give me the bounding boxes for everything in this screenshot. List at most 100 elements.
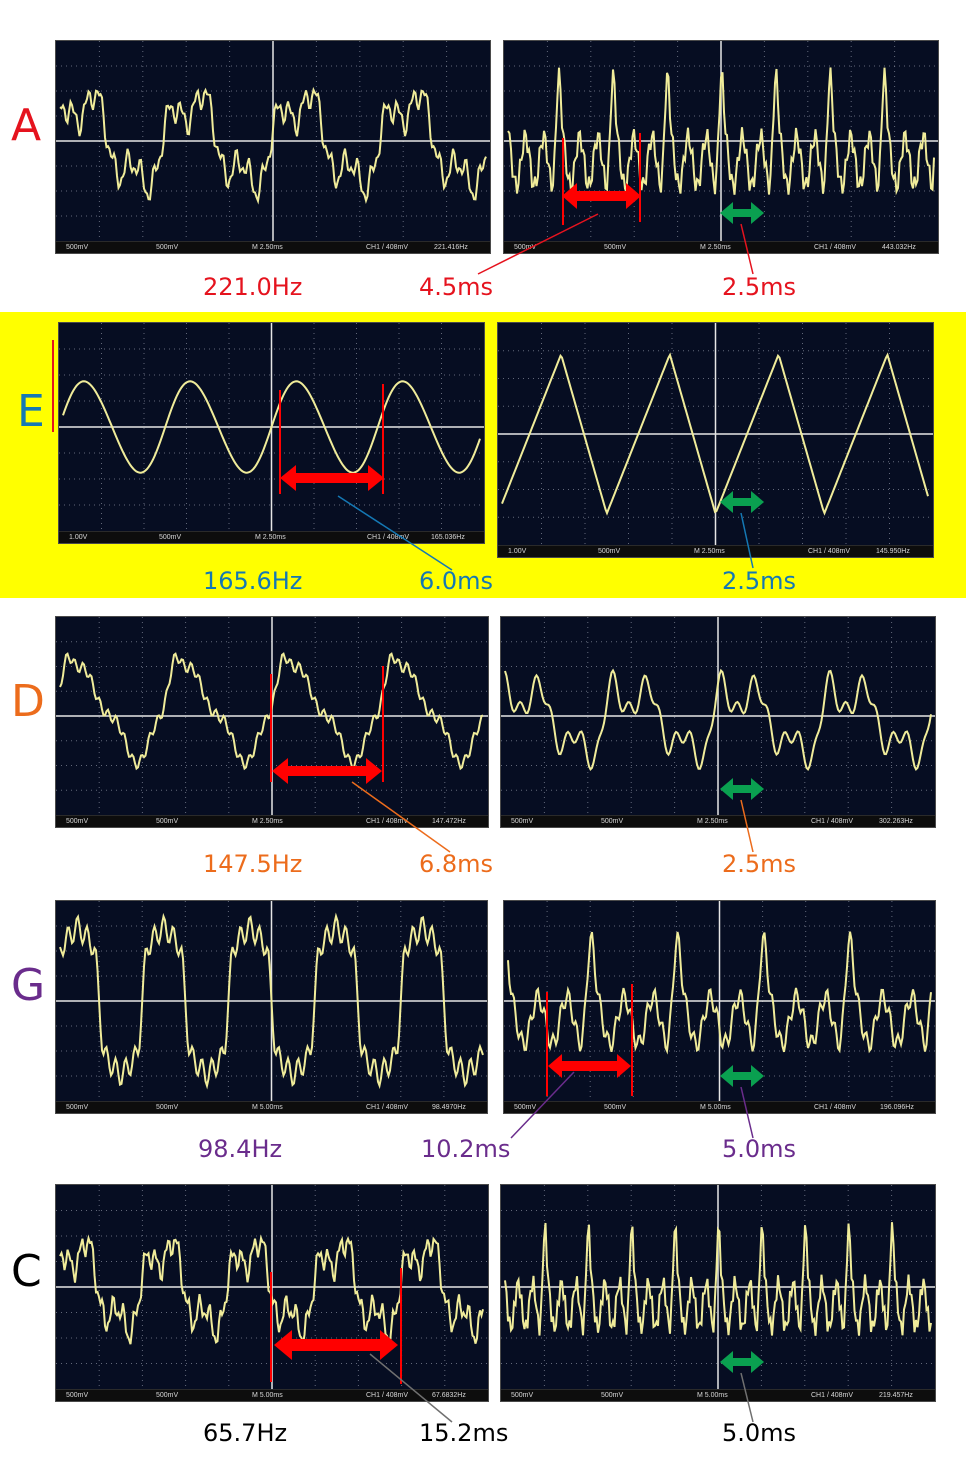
status-bar: 500mV 500mV M 5.00ms CH1 / 408mV 98.4970… <box>56 1101 487 1113</box>
scope-axes <box>504 901 935 1101</box>
status-trigger: CH1 / 408mV <box>811 818 854 825</box>
status-ch1: 1.00V <box>508 548 527 555</box>
status-trigger: CH1 / 408mV <box>366 244 409 251</box>
scope-right: 500mV 500mV M 2.50ms CH1 / 408mV 443.032… <box>503 40 939 254</box>
status-timebase: M 2.50ms <box>252 244 283 251</box>
status-bar: 1.00V 500mV M 2.50ms CH1 / 408mV 145.950… <box>498 545 933 557</box>
waveform-left <box>56 41 490 241</box>
status-trigger: CH1 / 408mV <box>366 1392 409 1399</box>
scope-right: 500mV 500mV M 5.00ms CH1 / 408mV 219.457… <box>500 1184 936 1402</box>
reference-label: 5.0ms <box>722 1135 797 1163</box>
row-c: C 500mV 500mV M 5.00ms CH1 / 408mV 67.68… <box>0 1170 966 1469</box>
waveform-right <box>501 617 935 815</box>
status-ch2: 500mV <box>159 534 182 541</box>
status-timebase: M 2.50ms <box>255 534 286 541</box>
period-label: 6.0ms <box>419 567 494 595</box>
period-label: 6.8ms <box>419 850 494 878</box>
status-ch1: 500mV <box>66 1392 89 1399</box>
status-ch2: 500mV <box>156 1392 179 1399</box>
status-ch2: 500mV <box>156 818 179 825</box>
status-bar: 500mV 500mV M 2.50ms CH1 / 408mV 147.472… <box>56 815 488 827</box>
waveform-right <box>501 1185 935 1389</box>
status-ch1: 500mV <box>514 244 537 251</box>
signal-trace <box>504 668 932 771</box>
status-timebase: M 2.50ms <box>700 244 731 251</box>
status-timebase: M 5.00ms <box>700 1104 731 1111</box>
status-frequency: 67.6832Hz <box>432 1392 466 1399</box>
reference-label: 2.5ms <box>722 850 797 878</box>
status-timebase: M 5.00ms <box>252 1104 283 1111</box>
status-ch2: 500mV <box>156 244 179 251</box>
scope-left: 1.00V 500mV M 2.50ms CH1 / 408mV 165.036… <box>58 322 485 544</box>
status-frequency: 145.950Hz <box>876 548 910 555</box>
note-letter: G <box>11 960 46 1011</box>
status-ch2: 500mV <box>156 1104 179 1111</box>
status-ch1: 500mV <box>511 1392 534 1399</box>
scope-right: 500mV 500mV M 2.50ms CH1 / 408mV 302.263… <box>500 616 936 828</box>
status-frequency: 98.4970Hz <box>432 1104 466 1111</box>
status-trigger: CH1 / 408mV <box>814 244 857 251</box>
frequency-label: 147.5Hz <box>203 850 303 878</box>
status-trigger: CH1 / 408mV <box>367 534 410 541</box>
frequency-label: 221.0Hz <box>203 273 303 301</box>
signal-trace <box>59 86 487 205</box>
signal-trace <box>59 912 484 1090</box>
scope-axes <box>504 41 938 241</box>
status-ch1: 500mV <box>514 1104 537 1111</box>
status-frequency: 219.457Hz <box>879 1392 913 1399</box>
period-label: 10.2ms <box>421 1135 511 1163</box>
frequency-label: 98.4Hz <box>198 1135 283 1163</box>
accent-line <box>52 340 54 432</box>
waveform-right <box>498 323 933 545</box>
scope-right: 500mV 500mV M 5.00ms CH1 / 408mV 196.096… <box>503 900 936 1114</box>
status-bar: 500mV 500mV M 2.50ms CH1 / 408mV 302.263… <box>501 815 935 827</box>
period-label: 4.5ms <box>419 273 494 301</box>
status-ch1: 500mV <box>66 1104 89 1111</box>
status-bar: 500mV 500mV M 5.00ms CH1 / 408mV 196.096… <box>504 1101 935 1113</box>
note-letter: E <box>17 386 45 437</box>
status-trigger: CH1 / 408mV <box>811 1392 854 1399</box>
status-ch2: 500mV <box>604 1104 627 1111</box>
row-e: E 1.00V 500mV M 2.50ms CH1 / 408mV 165.0… <box>0 312 966 598</box>
signal-trace <box>504 1222 932 1336</box>
waveform-right <box>504 901 935 1101</box>
status-ch2: 500mV <box>598 548 621 555</box>
status-frequency: 196.096Hz <box>880 1104 914 1111</box>
status-ch1: 500mV <box>511 818 534 825</box>
status-frequency: 443.032Hz <box>882 244 916 251</box>
scope-right: 1.00V 500mV M 2.50ms CH1 / 408mV 145.950… <box>497 322 934 558</box>
scope-axes <box>501 617 935 815</box>
reference-label: 2.5ms <box>722 567 797 595</box>
frequency-label: 165.6Hz <box>203 567 303 595</box>
scope-left: 500mV 500mV M 2.50ms CH1 / 408mV 147.472… <box>55 616 489 828</box>
scope-axes <box>56 617 488 815</box>
status-trigger: CH1 / 408mV <box>808 548 851 555</box>
note-letter: D <box>11 676 45 727</box>
status-bar: 500mV 500mV M 5.00ms CH1 / 408mV 219.457… <box>501 1389 935 1401</box>
signal-trace <box>62 380 481 474</box>
reference-label: 5.0ms <box>722 1419 797 1447</box>
status-ch1: 500mV <box>66 818 89 825</box>
note-letter: C <box>11 1246 42 1297</box>
period-label: 15.2ms <box>419 1419 509 1447</box>
scope-left: 500mV 500mV M 2.50ms CH1 / 408mV 221.416… <box>55 40 491 254</box>
status-frequency: 147.472Hz <box>432 818 466 825</box>
status-ch2: 500mV <box>601 818 624 825</box>
row-g: G 500mV 500mV M 5.00ms CH1 / 408mV 98.49… <box>0 886 966 1170</box>
status-frequency: 302.263Hz <box>879 818 913 825</box>
status-bar: 500mV 500mV M 2.50ms CH1 / 408mV 221.416… <box>56 241 490 253</box>
status-trigger: CH1 / 408mV <box>814 1104 857 1111</box>
signal-trace <box>507 931 932 1055</box>
status-timebase: M 5.00ms <box>252 1392 283 1399</box>
status-bar: 500mV 500mV M 2.50ms CH1 / 408mV 443.032… <box>504 241 938 253</box>
waveform-left <box>56 901 487 1101</box>
scope-axes <box>501 1185 935 1389</box>
status-trigger: CH1 / 408mV <box>366 1104 409 1111</box>
status-ch2: 500mV <box>604 244 627 251</box>
status-timebase: M 2.50ms <box>252 818 283 825</box>
scope-left: 500mV 500mV M 5.00ms CH1 / 408mV 67.6832… <box>55 1184 489 1402</box>
status-ch1: 500mV <box>66 244 89 251</box>
waveform-left <box>56 1185 488 1389</box>
waveform-left <box>56 617 488 815</box>
waveform-right <box>504 41 938 241</box>
